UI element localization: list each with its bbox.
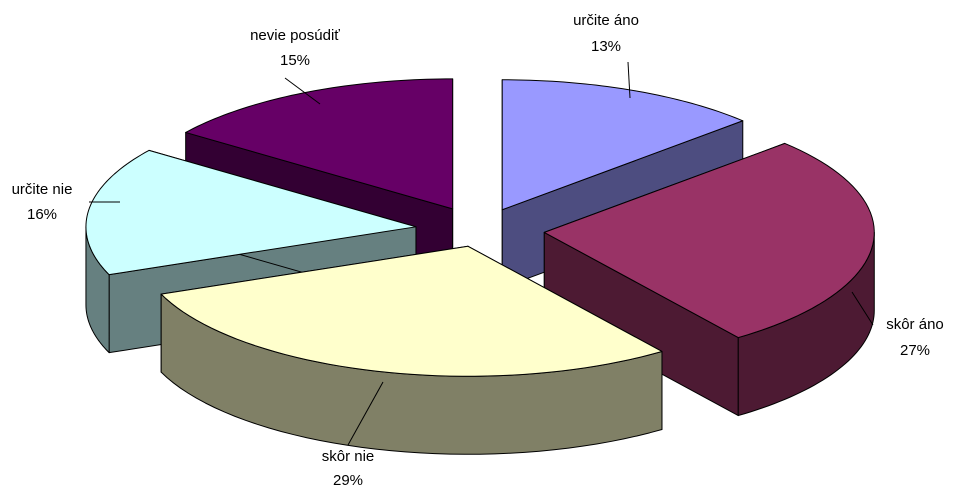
slice-top	[543, 142, 875, 339]
slices-layer	[85, 78, 875, 455]
slice-label: skôr nie	[322, 448, 375, 465]
slice-percent: 27%	[900, 342, 930, 359]
leader-line	[284, 77, 321, 105]
slice-skôr-nie	[160, 245, 663, 455]
leader-line	[851, 291, 874, 326]
slice-label: skôr áno	[886, 316, 944, 333]
slice-label: určite nie	[12, 181, 73, 198]
slice-top	[85, 149, 417, 276]
slice-percent: 15%	[280, 52, 310, 69]
slice-label: určite áno	[573, 12, 639, 29]
slice-percent: 13%	[591, 38, 621, 55]
slice-skôr-áno	[543, 142, 875, 417]
slice-top	[501, 79, 744, 211]
slice-percent: 29%	[333, 472, 363, 488]
leader-line	[347, 381, 384, 446]
slice-label: nevie posúdiť	[250, 27, 340, 44]
slice-top	[185, 78, 454, 210]
leader-line	[627, 61, 631, 99]
leader-lines	[89, 61, 874, 446]
data-labels: určite áno 13% skôr áno 27% skôr nie 29% určit…	[12, 12, 944, 488]
slice-top	[160, 245, 663, 377]
slice-percent: 16%	[27, 206, 57, 223]
